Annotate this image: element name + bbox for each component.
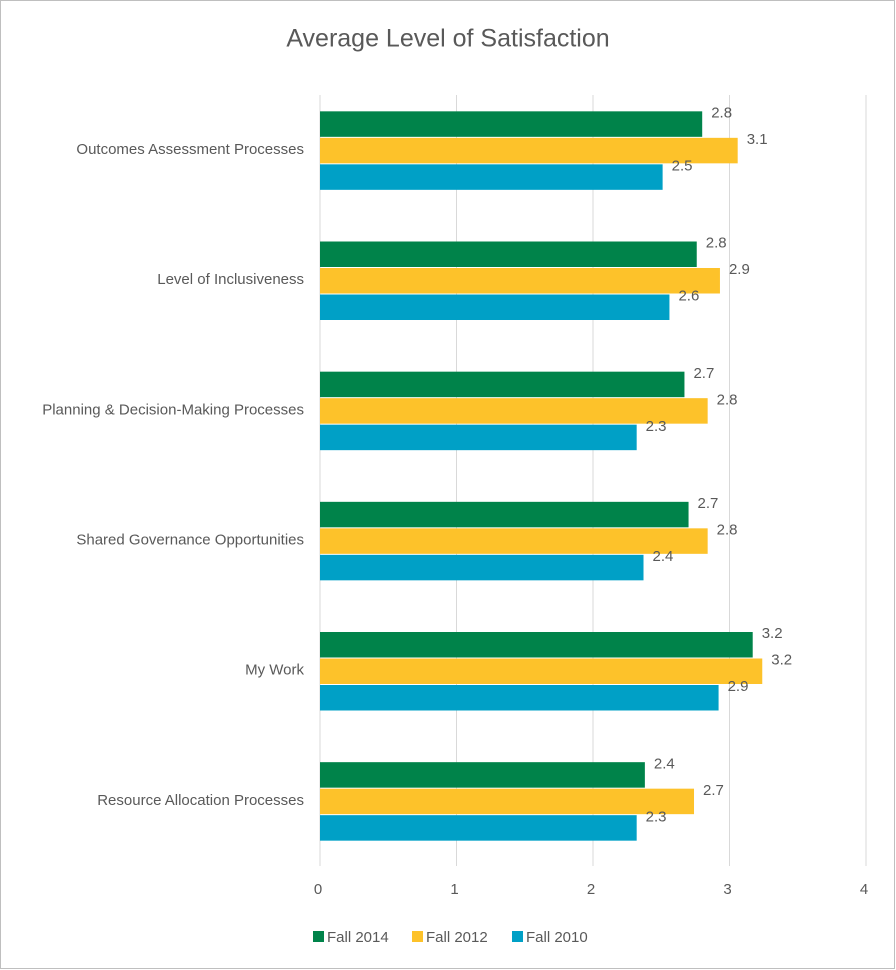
bar — [320, 685, 719, 711]
data-label: 2.3 — [646, 418, 667, 435]
bar — [320, 788, 695, 815]
bar — [320, 111, 703, 137]
y-tick-label: Outcomes Assessment Processes — [76, 141, 304, 158]
x-tick-label: 1 — [450, 881, 458, 898]
chart-title: Average Level of Satisfaction — [286, 25, 609, 53]
data-label: 2.8 — [717, 522, 738, 539]
legend-swatch — [412, 931, 423, 942]
bar — [320, 528, 708, 554]
x-tick-label: 0 — [314, 881, 322, 898]
bar — [320, 137, 738, 164]
data-label: 2.4 — [654, 755, 675, 772]
x-tick-label: 3 — [723, 881, 731, 898]
legend-label: Fall 2014 — [327, 929, 389, 946]
bar — [320, 658, 763, 684]
bar — [320, 815, 637, 841]
bar — [320, 398, 708, 424]
bar — [320, 424, 637, 451]
x-tick-label: 4 — [860, 881, 868, 898]
bar — [320, 268, 720, 294]
data-label: 3.2 — [762, 625, 783, 642]
data-label: 3.1 — [747, 131, 768, 148]
data-label: 2.4 — [653, 548, 674, 565]
y-tick-label: Level of Inclusiveness — [157, 271, 304, 288]
y-tick-label: My Work — [245, 662, 304, 679]
y-tick-label: Planning & Decision-Making Processes — [42, 401, 304, 418]
data-label: 2.7 — [698, 495, 719, 512]
bar — [320, 294, 670, 320]
legend-swatch — [313, 931, 324, 942]
data-label: 2.7 — [693, 365, 714, 382]
bar — [320, 501, 689, 528]
data-label: 2.8 — [711, 105, 732, 122]
data-label: 2.7 — [703, 782, 724, 799]
bar — [320, 371, 685, 398]
data-label: 2.8 — [717, 391, 738, 408]
legend-label: Fall 2010 — [526, 929, 588, 946]
bar — [320, 554, 644, 581]
data-label: 2.5 — [672, 158, 693, 175]
data-label: 2.9 — [729, 261, 750, 278]
bar — [320, 762, 645, 788]
data-label: 2.8 — [706, 235, 727, 252]
x-tick-label: 2 — [587, 881, 595, 898]
y-tick-label: Resource Allocation Processes — [97, 792, 304, 809]
data-label: 2.6 — [678, 288, 699, 305]
legend-swatch — [512, 931, 523, 942]
data-label: 2.9 — [728, 678, 749, 695]
data-label: 3.2 — [771, 652, 792, 669]
legend-label: Fall 2012 — [426, 929, 488, 946]
y-tick-label: Shared Governance Opportunities — [76, 532, 304, 549]
bar — [320, 241, 697, 267]
bar — [320, 632, 753, 658]
data-label: 2.3 — [646, 808, 667, 825]
bar — [320, 164, 663, 190]
